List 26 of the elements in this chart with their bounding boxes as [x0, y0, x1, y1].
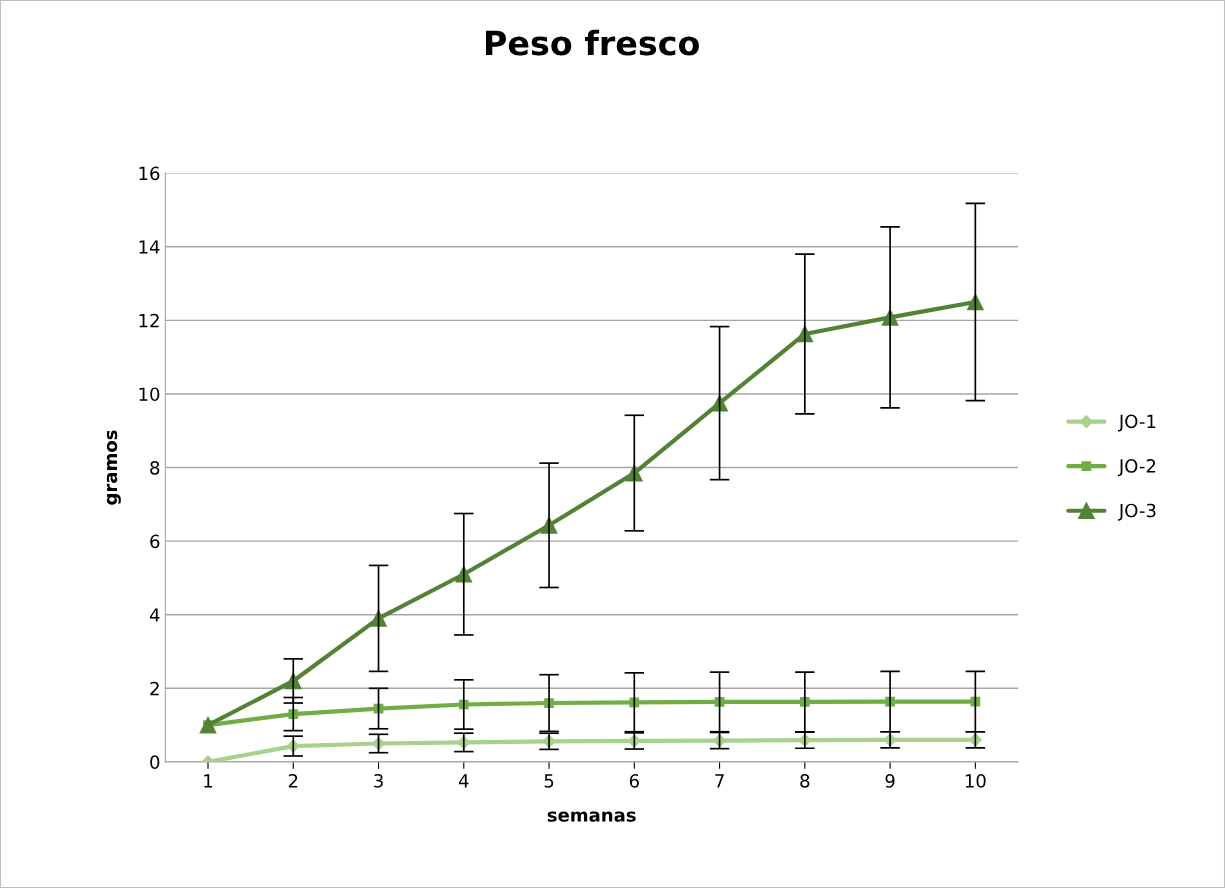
y-tick-label: 4 — [149, 608, 160, 622]
legend-label: JO-2 — [1117, 459, 1156, 477]
x-tick-label: 4 — [458, 774, 469, 788]
x-tick-label: 3 — [374, 774, 383, 788]
legend-label: JO-3 — [1117, 503, 1156, 521]
x-tick-label: 2 — [288, 774, 298, 788]
point — [199, 716, 217, 734]
x-tick-label: 10 — [965, 774, 986, 788]
y-tick-label: 8 — [150, 460, 160, 475]
x-tick-label: 6 — [629, 774, 639, 788]
y-tick-label: 0 — [150, 755, 160, 770]
x-tick-label: 9 — [885, 774, 895, 788]
x-tick-label: 7 — [715, 774, 724, 788]
y-tick-label: 14 — [139, 240, 160, 254]
y-axis-title: gramos — [106, 430, 121, 505]
x-axis-title: semanas — [547, 811, 636, 822]
y-tick-label: 10 — [139, 387, 160, 402]
x-tick-label: 8 — [800, 774, 810, 788]
legend-label: JO-1 — [1117, 414, 1156, 432]
x-tick-label: 1 — [204, 774, 213, 788]
chart-title: Peso fresco — [486, 29, 699, 56]
y-tick-label: 16 — [139, 166, 160, 181]
x-tick-label: 5 — [544, 774, 554, 788]
y-tick-label: 2 — [150, 681, 159, 696]
y-tick-label: 12 — [139, 313, 159, 328]
y-tick-label: 6 — [150, 534, 160, 549]
